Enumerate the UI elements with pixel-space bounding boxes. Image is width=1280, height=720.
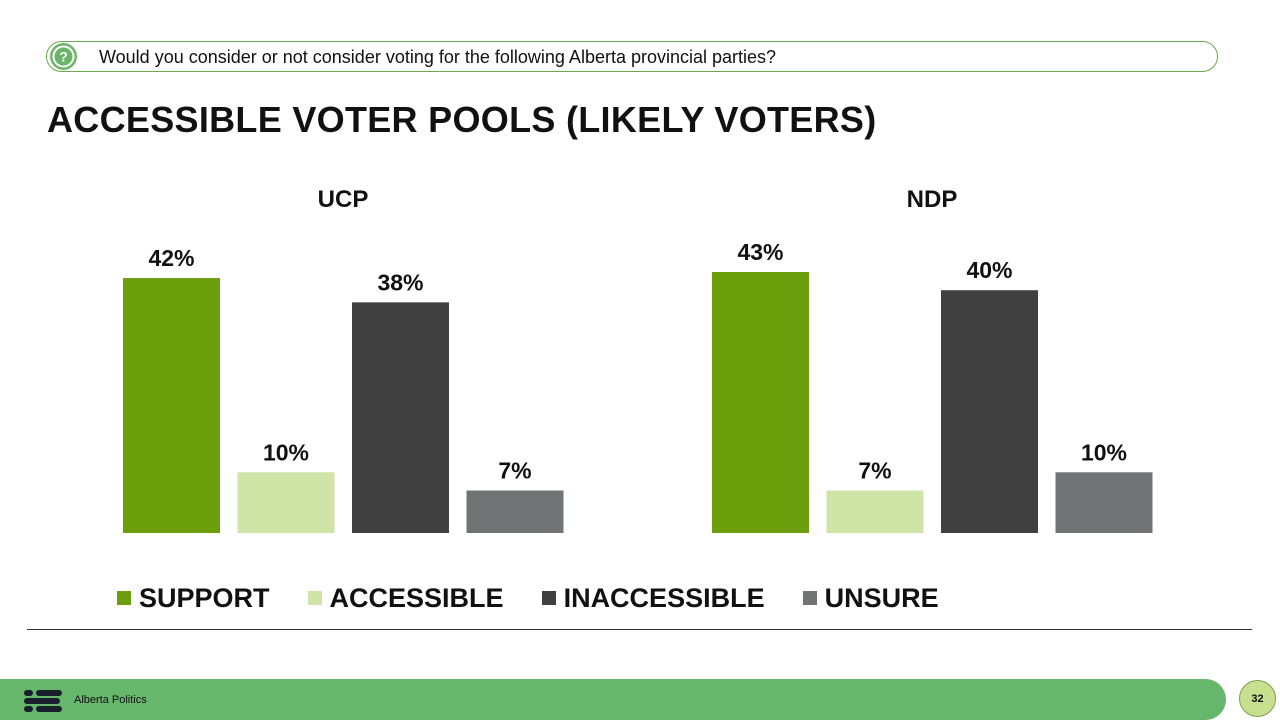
legend-label: INACCESSIBLE bbox=[563, 582, 765, 613]
legend-item-accessible: ACCESSIBLE bbox=[307, 582, 504, 614]
legend-item-support: SUPPORT bbox=[117, 583, 270, 614]
bar-support bbox=[123, 278, 220, 533]
chart-title-0: UCP bbox=[318, 186, 369, 213]
legend-label: ACCESSIBLE bbox=[329, 582, 504, 613]
data-label: 10% bbox=[1081, 439, 1127, 465]
bar-unsure bbox=[466, 490, 564, 533]
legend: SUPPORT ACCESSIBLE INACCESSIBLE UNSURE bbox=[117, 583, 977, 613]
data-label: 42% bbox=[148, 245, 194, 271]
legend-item-inaccessible: INACCESSIBLE bbox=[541, 582, 765, 614]
data-label: 38% bbox=[377, 269, 423, 295]
brand-logo-icon bbox=[24, 690, 62, 712]
legend-swatch bbox=[541, 591, 556, 605]
bar-inaccessible bbox=[941, 290, 1038, 533]
data-label: 10% bbox=[263, 439, 309, 465]
data-label: 43% bbox=[737, 239, 783, 265]
legend-label: SUPPORT bbox=[139, 582, 270, 613]
bar-inaccessible bbox=[352, 302, 449, 533]
brand-name: Alberta Politics bbox=[74, 694, 147, 706]
svg-text:?: ? bbox=[59, 49, 68, 65]
page-title: ACCESSIBLE VOTER POOLS (LIKELY VOTERS) bbox=[47, 99, 877, 140]
divider bbox=[27, 629, 1252, 630]
data-label: 7% bbox=[498, 458, 531, 484]
chart-title-1: NDP bbox=[907, 186, 958, 213]
legend-swatch bbox=[117, 591, 131, 605]
question-mark-icon: ? bbox=[50, 43, 77, 70]
question-text: Would you consider or not consider votin… bbox=[99, 47, 777, 67]
legend-swatch bbox=[307, 591, 322, 605]
page-number: 32 bbox=[1239, 680, 1276, 717]
legend-label: UNSURE bbox=[824, 582, 939, 613]
legend-item-unsure: UNSURE bbox=[802, 582, 939, 614]
bar-unsure bbox=[1055, 472, 1153, 533]
data-label: 7% bbox=[858, 458, 891, 484]
data-label: 40% bbox=[966, 257, 1012, 283]
bar-support bbox=[712, 272, 809, 533]
question-box: ? Would you consider or not consider vot… bbox=[46, 41, 1218, 72]
bar-charts: UCP 42% 10% 38% 7% NDP 43% 7% 40% 10% bbox=[123, 186, 1153, 533]
footer-bar: Alberta Politics bbox=[0, 679, 1226, 720]
bar-accessible bbox=[826, 490, 924, 533]
bar-accessible bbox=[237, 472, 335, 533]
legend-swatch bbox=[802, 591, 817, 605]
